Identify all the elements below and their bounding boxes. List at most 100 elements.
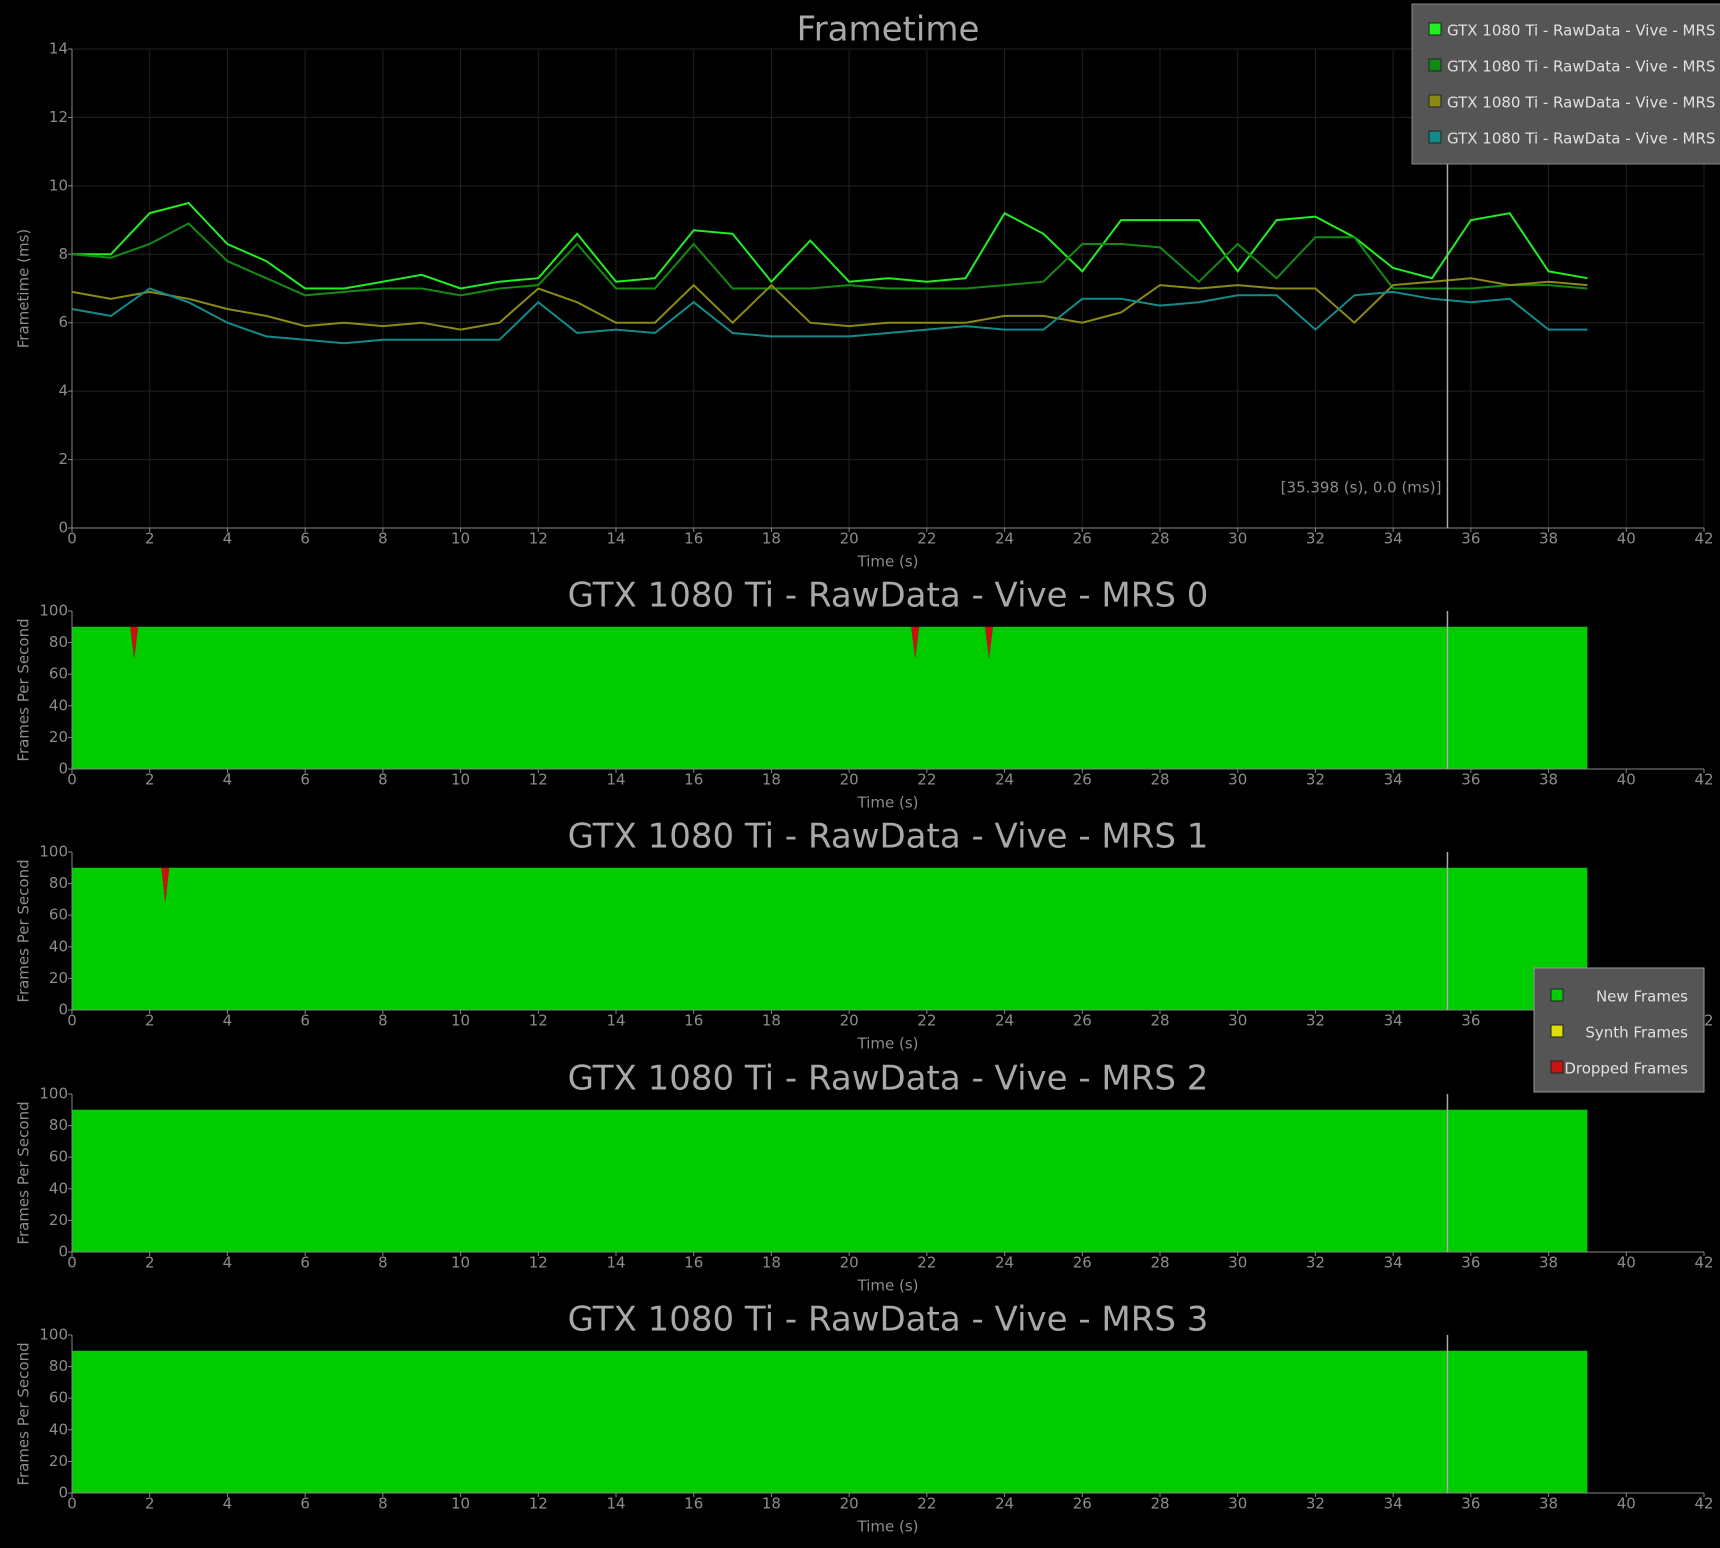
x-tick-label: 24 (995, 530, 1014, 548)
x-tick-label: 34 (1384, 1495, 1403, 1513)
y-tick-label: 80 (49, 1116, 68, 1134)
frametime-line (71, 222, 1588, 297)
x-tick-label: 28 (1150, 1254, 1169, 1272)
y-axis-label: Frames Per Second (15, 1101, 33, 1244)
x-tick-label: 16 (684, 771, 703, 789)
x-tick-label: 16 (684, 1495, 703, 1513)
y-tick-label: 60 (49, 1389, 68, 1407)
x-tick-label: 22 (917, 771, 936, 789)
x-tick-label: 30 (1228, 1254, 1247, 1272)
x-tick-label: 40 (1617, 771, 1636, 789)
x-tick-label: 36 (1461, 1012, 1480, 1030)
x-tick-label: 42 (1694, 771, 1713, 789)
x-tick-label: 40 (1617, 530, 1636, 548)
new-frames-area (72, 867, 1588, 1010)
x-tick-label: 36 (1461, 771, 1480, 789)
legend-label: New Frames (1596, 988, 1688, 1006)
legend-swatch (1428, 58, 1442, 72)
x-tick-label: 22 (917, 1254, 936, 1272)
x-tick-label: 6 (300, 1495, 310, 1513)
x-tick-label: 26 (1073, 1012, 1092, 1030)
x-tick-label: 10 (451, 530, 470, 548)
x-tick-label: 30 (1228, 771, 1247, 789)
y-tick-label: 8 (58, 245, 68, 263)
y-tick-label: 2 (58, 450, 68, 468)
x-tick-label: 32 (1306, 530, 1325, 548)
x-tick-label: 6 (300, 530, 310, 548)
x-tick-label: 6 (300, 771, 310, 789)
x-axis-label: Time (s) (857, 1277, 919, 1295)
x-tick-label: 42 (1694, 530, 1713, 548)
y-tick-label: 0 (58, 1001, 68, 1019)
y-tick-label: 0 (58, 1484, 68, 1502)
legend-label: GTX 1080 Ti - RawData - Vive - MRS 0 (1447, 22, 1720, 40)
y-tick-label: 20 (49, 1211, 68, 1229)
x-tick-label: 32 (1306, 771, 1325, 789)
x-tick-label: 4 (223, 1012, 233, 1030)
legend: New Frames Synth Frames Dropped Frames (1533, 967, 1705, 1093)
y-tick-label: 20 (49, 728, 68, 746)
y-tick-label: 40 (49, 1179, 68, 1197)
legend-swatch (1550, 1024, 1564, 1038)
x-tick-label: 18 (762, 1254, 781, 1272)
x-tick-label: 2 (145, 771, 155, 789)
x-axis-label: Time (s) (857, 794, 919, 812)
x-tick-label: 14 (606, 1012, 625, 1030)
x-tick-label: 24 (995, 771, 1014, 789)
x-tick-label: 8 (378, 1495, 388, 1513)
legend-label: GTX 1080 Ti - RawData - Vive - MRS 1 (1447, 58, 1720, 76)
x-tick-label: 40 (1617, 1495, 1636, 1513)
frametime-line (72, 201, 1588, 290)
x-tick-label: 36 (1461, 1254, 1480, 1272)
y-tick-label: 20 (49, 969, 68, 987)
legend-label: Synth Frames (1585, 1024, 1688, 1042)
y-tick-label: 0 (58, 760, 68, 778)
x-tick-label: 16 (684, 1012, 703, 1030)
x-tick-label: 14 (606, 1495, 625, 1513)
x-tick-label: 18 (762, 1495, 781, 1513)
x-tick-label: 38 (1539, 1495, 1558, 1513)
x-axis-label: Time (s) (857, 1035, 919, 1053)
x-tick-label: 24 (995, 1495, 1014, 1513)
x-tick-label: 2 (145, 530, 155, 548)
x-tick-label: 32 (1306, 1254, 1325, 1272)
x-tick-label: 14 (606, 530, 625, 548)
x-tick-label: 36 (1461, 1495, 1480, 1513)
legend-swatch (1550, 1060, 1564, 1074)
x-tick-label: 16 (684, 530, 703, 548)
x-tick-label: 28 (1150, 530, 1169, 548)
y-tick-label: 60 (49, 1148, 68, 1166)
y-tick-label: 0 (58, 1243, 68, 1261)
x-tick-label: 0 (67, 1495, 77, 1513)
y-axis-label: Frametime (ms) (15, 229, 33, 349)
y-tick-label: 60 (49, 665, 68, 683)
x-tick-label: 22 (917, 530, 936, 548)
x-tick-label: 40 (1617, 1254, 1636, 1272)
y-tick-label: 100 (39, 602, 68, 620)
x-tick-label: 14 (606, 771, 625, 789)
y-tick-label: 100 (39, 843, 68, 861)
new-frames-area (72, 1109, 1588, 1252)
new-frames-area (72, 1350, 1588, 1493)
x-tick-label: 18 (762, 771, 781, 789)
y-axis-label: Frames Per Second (15, 859, 33, 1002)
cursor-annotation: [35.398 (s), 0.0 (ms)] (1281, 479, 1442, 497)
x-tick-label: 34 (1384, 1012, 1403, 1030)
y-tick-label: 100 (39, 1085, 68, 1103)
x-tick-label: 8 (378, 530, 388, 548)
x-tick-label: 10 (451, 1254, 470, 1272)
x-tick-label: 28 (1150, 1495, 1169, 1513)
new-frames-area (72, 626, 1588, 769)
y-tick-label: 6 (58, 313, 68, 331)
y-tick-label: 4 (58, 382, 68, 400)
x-tick-label: 4 (223, 530, 233, 548)
x-tick-label: 20 (840, 1254, 859, 1272)
x-tick-label: 0 (67, 1254, 77, 1272)
x-tick-label: 8 (378, 1012, 388, 1030)
x-tick-label: 2 (145, 1012, 155, 1030)
x-tick-label: 32 (1306, 1012, 1325, 1030)
y-tick-label: 14 (49, 40, 68, 58)
y-tick-label: 80 (49, 633, 68, 651)
chart-title: GTX 1080 Ti - RawData - Vive - MRS 2 (568, 1059, 1209, 1099)
chart-title: Frametime (797, 10, 980, 50)
